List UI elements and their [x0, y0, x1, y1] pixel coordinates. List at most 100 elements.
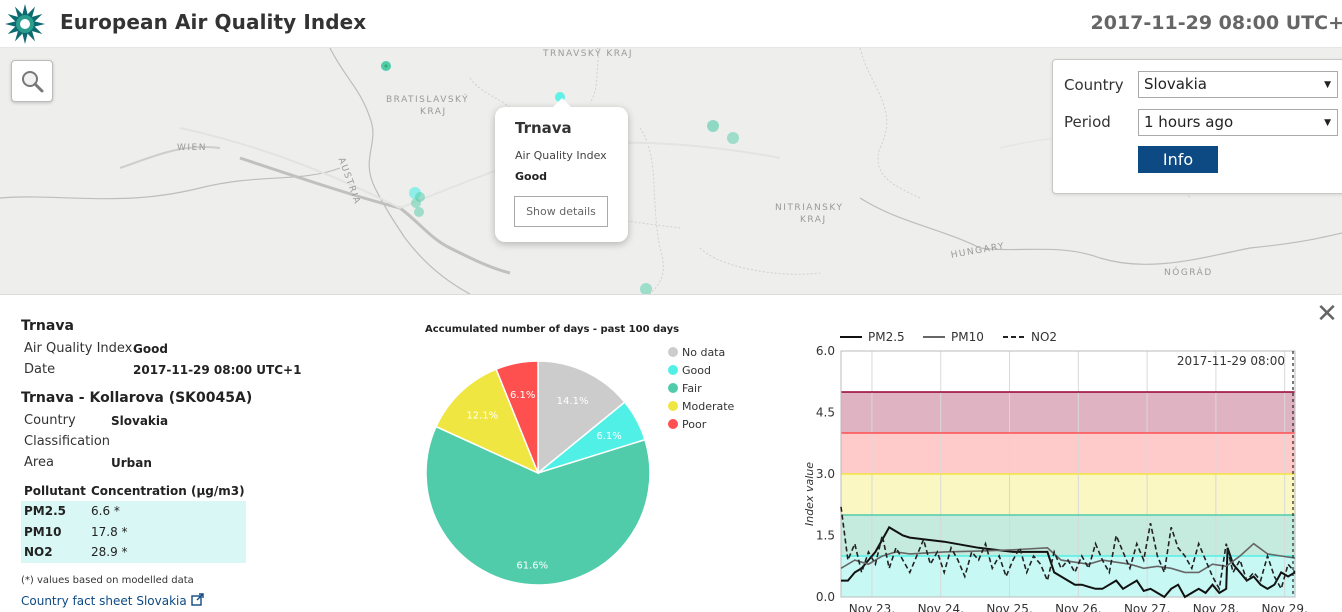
header-datetime: 2017-11-29 08:00 UTC+	[1090, 12, 1342, 34]
country-select-value: Slovakia	[1144, 75, 1207, 93]
plot-frame	[840, 350, 1296, 598]
pie-slice-label: 6.1%	[596, 431, 621, 442]
pollutant-name: PM2.5	[24, 504, 66, 518]
pie-slice-label: 12.1%	[466, 411, 498, 422]
station-detail-panel: ✕ Trnava Air Quality Index Good Date 201…	[0, 294, 1342, 612]
popup-aqi-value: Good	[515, 170, 548, 183]
x-tick-label: Nov 26,	[1055, 602, 1101, 612]
eea-logo-icon[interactable]	[3, 2, 47, 46]
pie-slice-poor[interactable]	[495, 360, 539, 474]
pie-legend-item[interactable]: No data	[668, 346, 725, 359]
series-line-no2[interactable]	[840, 506, 1296, 592]
filter-panel: Country Slovakia ▼ Period 1 hours ago ▼ …	[1052, 59, 1342, 194]
legend-label: NO2	[1031, 330, 1057, 344]
map-label-kraj-2: KRAJ	[800, 215, 827, 225]
legend-swatch	[668, 347, 678, 357]
period-select-value: 1 hours ago	[1144, 113, 1234, 131]
external-link-icon	[190, 593, 204, 606]
series-line-pm25[interactable]	[841, 525, 1296, 599]
map-label-nitriansky: NITRIANSKY	[775, 203, 844, 213]
popup-title: Trnava	[515, 119, 572, 137]
table-row: PM10 17.8 *	[21, 521, 246, 542]
legend-label: PM2.5	[868, 330, 905, 344]
pollutant-name: PM10	[24, 524, 62, 539]
app-title: European Air Quality Index	[60, 10, 367, 34]
legend-swatch	[668, 383, 678, 393]
pollutant-concentration: 17.8 *	[91, 524, 128, 539]
pie-chart: 14.1% 6.1% 61.6% 12.1% 6.1%	[425, 360, 651, 586]
detail-aqi-value: Good	[133, 342, 168, 356]
detail-country-label: Country	[24, 413, 76, 428]
map-label-trnavsky-kraj: TRNAVSKÝ KRAJ	[543, 49, 633, 59]
concentration-header: Concentration (µg/m3)	[91, 484, 245, 498]
map-label-kraj-1: KRAJ	[420, 107, 447, 117]
index-band	[841, 474, 1295, 515]
pie-slice-moderate[interactable]	[435, 368, 540, 475]
pie-legend-item[interactable]: Poor	[668, 418, 706, 431]
map-label-bratislavsky: BRATISLAVSKÝ	[386, 95, 470, 105]
legend-label: Good	[682, 364, 711, 377]
pie-slice-label: 61.6%	[516, 561, 548, 572]
detail-country-value: Slovakia	[111, 414, 169, 428]
x-tick-label: Nov 27,	[1124, 602, 1170, 612]
period-label: Period	[1064, 113, 1111, 131]
dropdown-arrow-icon: ▼	[1324, 80, 1331, 90]
country-fact-sheet-label: Country fact sheet Slovakia	[21, 594, 187, 608]
country-fact-sheet-link[interactable]: Country fact sheet Slovakia	[21, 593, 204, 608]
y-axis-label: Index value	[803, 462, 816, 526]
modelled-data-footnote: (*) values based on modelled data	[21, 575, 194, 586]
pie-slice-label: 6.1%	[510, 390, 535, 401]
legend-swatch	[668, 419, 678, 429]
pie-slice-label: 14.1%	[557, 396, 589, 407]
country-label: Country	[1064, 76, 1124, 94]
pie-slice-fair[interactable]	[425, 425, 651, 586]
index-band	[841, 392, 1295, 433]
station-title: Trnava - Kollarova (SK0045A)	[21, 390, 253, 406]
country-select[interactable]: Slovakia ▼	[1138, 71, 1338, 98]
x-tick-label: Nov 23,	[849, 602, 895, 612]
detail-area-value: Urban	[111, 456, 152, 470]
index-band	[841, 433, 1295, 474]
detail-aqi-label: Air Quality Index	[24, 341, 133, 356]
x-tick-label: Nov 25,	[986, 602, 1032, 612]
current-time-annotation: 2017-11-29 08:00	[1177, 354, 1285, 368]
pie-chart-title: Accumulated number of days - past 100 da…	[425, 324, 680, 335]
info-button[interactable]: Info	[1138, 146, 1218, 173]
close-icon[interactable]: ✕	[1316, 299, 1338, 329]
map-label-wien: WIEN	[177, 143, 207, 153]
period-select[interactable]: 1 hours ago ▼	[1138, 109, 1338, 136]
legend-swatch	[668, 401, 678, 411]
line-legend-item[interactable]: PM10	[923, 330, 984, 344]
series-line-pm10[interactable]	[840, 542, 1296, 574]
legend-label: Fair	[682, 382, 702, 395]
pollutant-concentration: 6.6 *	[91, 504, 120, 518]
station-popup: Trnava Air Quality Index Good Show detai…	[495, 98, 628, 242]
detail-date-value: 2017-11-29 08:00 UTC+1	[133, 363, 302, 377]
pie-slice-no-data[interactable]	[537, 360, 626, 475]
x-tick-label: Nov 29,	[1262, 602, 1308, 612]
detail-title: Trnava	[21, 318, 74, 334]
legend-label: PM10	[951, 330, 984, 344]
pollutant-header: Pollutant	[24, 484, 86, 498]
table-row: NO2 28.9 *	[21, 542, 246, 563]
show-details-button[interactable]: Show details	[514, 196, 608, 227]
x-tick-label: Nov 28,	[1193, 602, 1239, 612]
pie-legend-item[interactable]: Moderate	[668, 400, 734, 413]
line-chart: PM2.5 PM10 NO2 0.0 1.5 3.0 4.5 6.0 Index value No…	[803, 330, 1308, 612]
pie-legend-item[interactable]: Good	[668, 364, 711, 377]
y-tick-label: 6.0	[816, 344, 835, 358]
legend-label: Poor	[682, 418, 707, 431]
line-legend-item[interactable]: PM2.5	[840, 330, 905, 344]
detail-date-label: Date	[24, 362, 56, 377]
pie-legend-item[interactable]: Fair	[668, 382, 702, 395]
header: European Air Quality Index 2017-11-29 08…	[0, 0, 1342, 48]
detail-classification-label: Classification	[24, 434, 111, 449]
x-tick-label: Nov 24,	[918, 602, 964, 612]
legend-label: Moderate	[682, 400, 735, 413]
map-label-nograd: NÓGRÁD	[1164, 268, 1213, 278]
line-legend-item[interactable]: NO2	[1003, 330, 1057, 344]
dropdown-arrow-icon: ▼	[1324, 118, 1331, 128]
map-search-button[interactable]	[11, 60, 53, 102]
popup-aqi-label: Air Quality Index	[515, 149, 607, 162]
